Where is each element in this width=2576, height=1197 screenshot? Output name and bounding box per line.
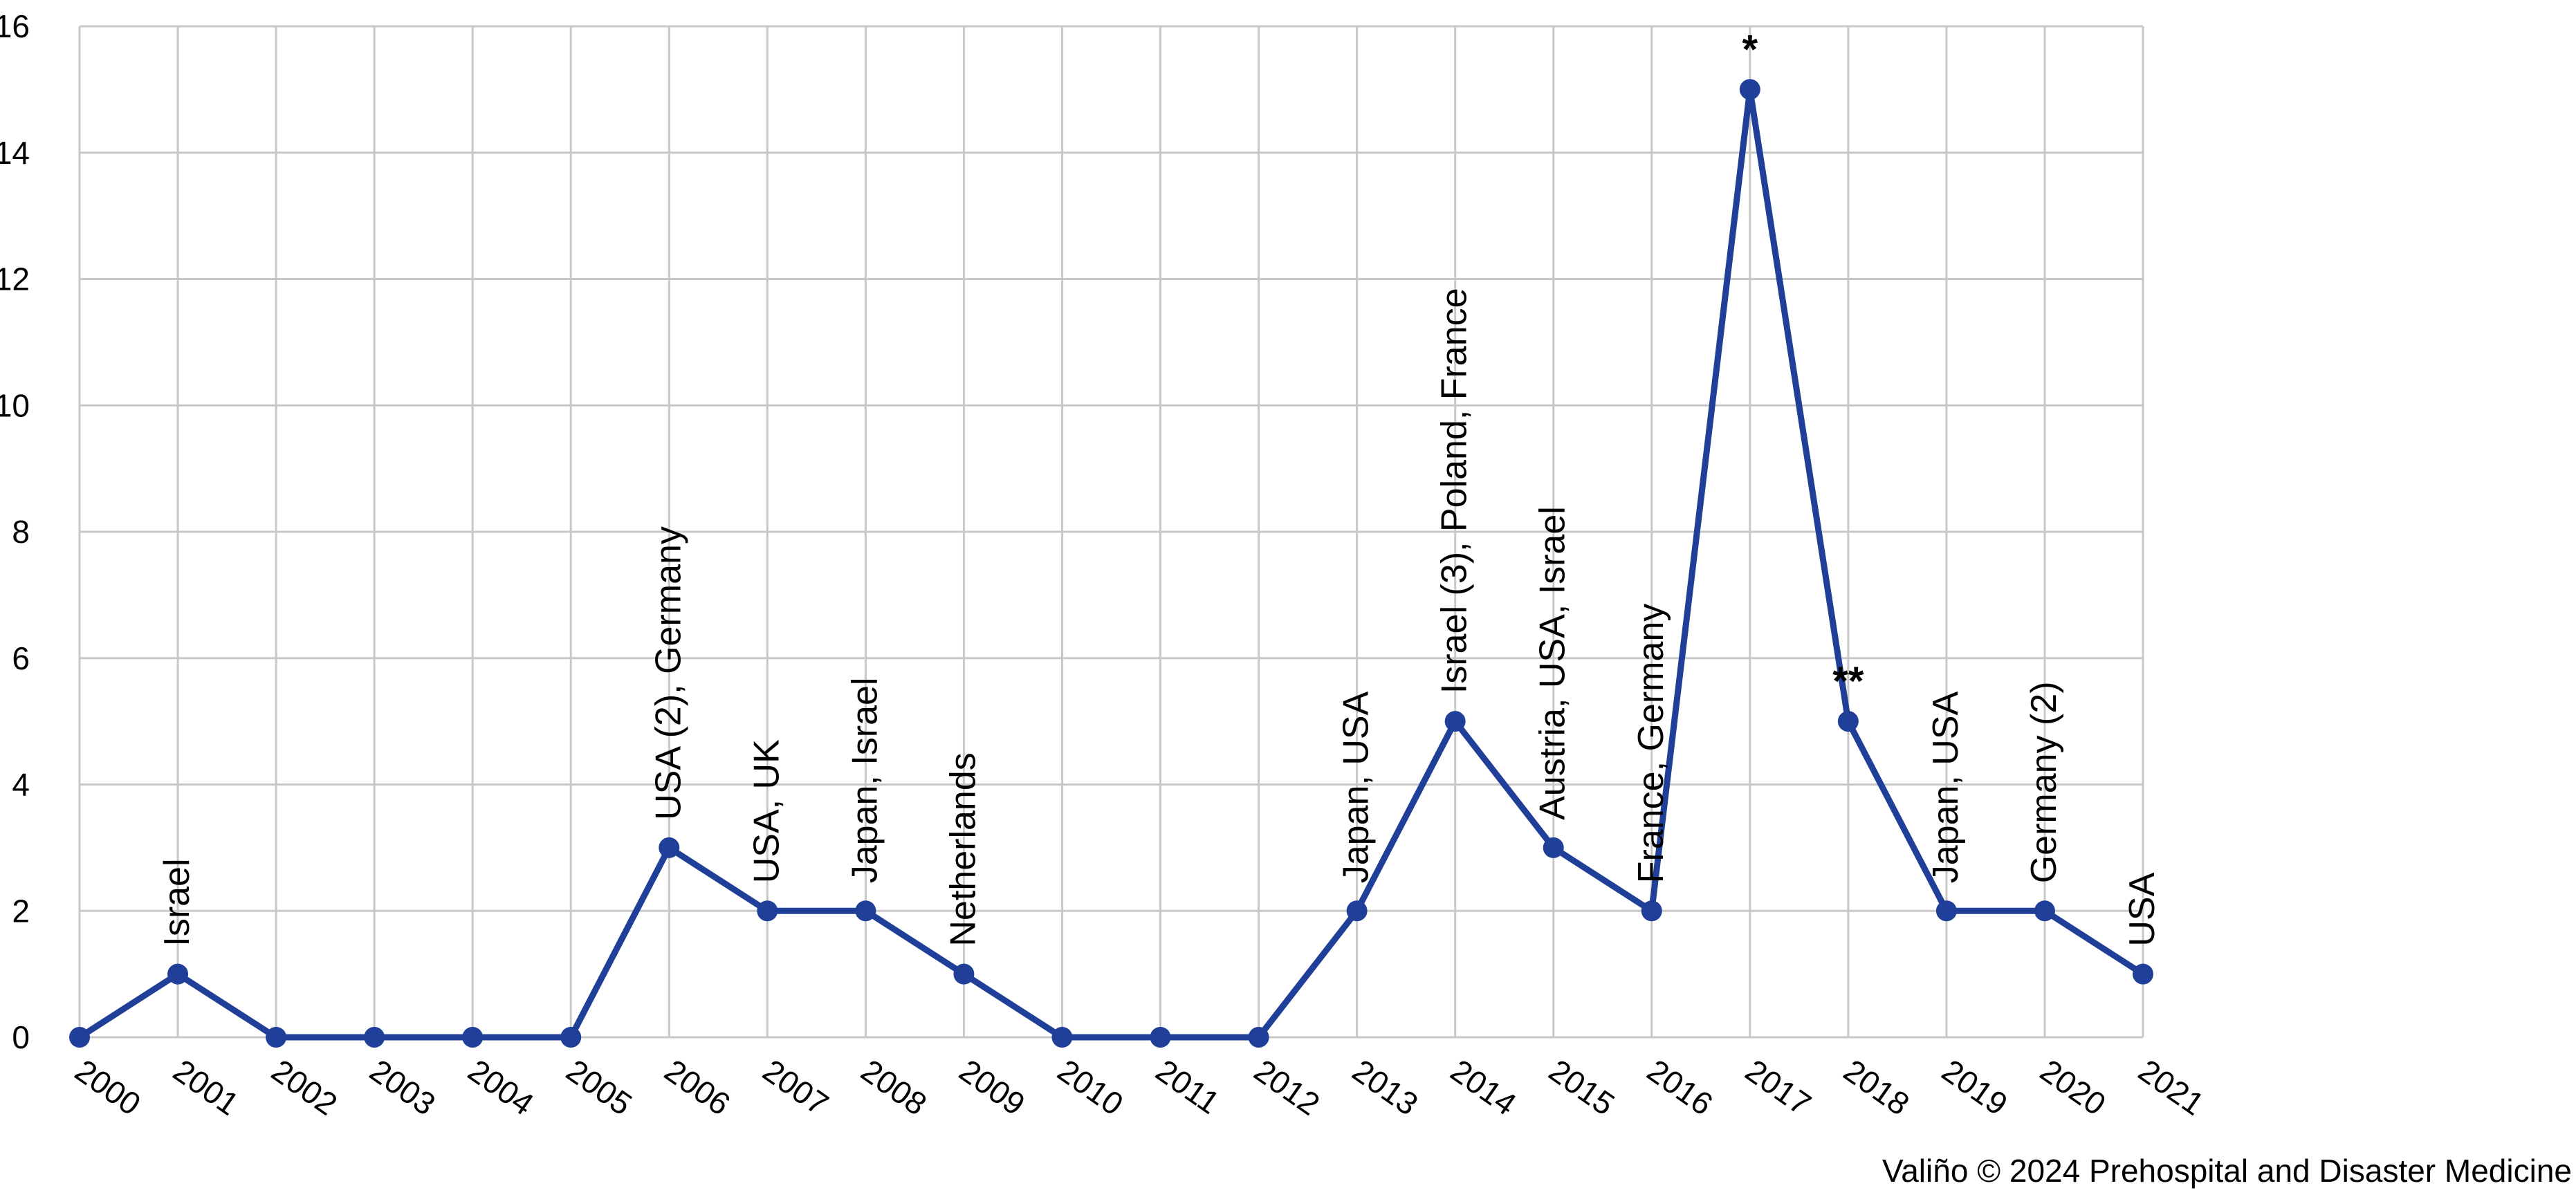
data-point	[266, 1027, 287, 1048]
data-point	[560, 1027, 582, 1048]
asterisk-annotation: *	[1742, 27, 1758, 72]
x-tick-label: 2015	[1543, 1052, 1621, 1122]
x-tick-label: 2001	[167, 1052, 246, 1122]
grid	[78, 25, 2144, 1039]
annotations: Israel USA (2), Germany USA, UK Japan, Isra…	[157, 27, 2162, 946]
data-point	[2034, 900, 2055, 922]
data-point	[1248, 1027, 1269, 1048]
data-point	[1150, 1027, 1171, 1048]
country-annotation: USA	[2122, 872, 2162, 946]
x-tick-label: 2012	[1248, 1052, 1327, 1122]
data-point	[1935, 900, 1957, 922]
x-tick-label: 2011	[1150, 1052, 1226, 1121]
country-annotation: USA, UK	[746, 739, 786, 883]
x-tick-label: 2006	[659, 1052, 737, 1122]
data-point	[69, 1027, 90, 1048]
x-tick-label: 2002	[265, 1052, 344, 1122]
data-points	[69, 79, 2153, 1048]
y-tick-label: 8	[12, 514, 30, 550]
x-tick-label: 2008	[855, 1052, 934, 1122]
data-point	[1543, 837, 1564, 858]
x-tick-label: 2007	[757, 1052, 836, 1122]
x-tick-label: 2000	[68, 1052, 147, 1122]
country-annotation: Japan, USA	[1336, 691, 1377, 883]
y-tick-label: 14	[0, 135, 30, 171]
y-tick-label: 6	[12, 640, 30, 676]
data-point	[364, 1027, 385, 1048]
x-tick-label: 2003	[363, 1052, 442, 1122]
data-point	[659, 837, 680, 858]
data-point	[462, 1027, 484, 1048]
y-tick-label: 16	[0, 8, 30, 44]
x-tick-label: 2020	[2034, 1052, 2113, 1122]
x-tick-label: 2010	[1051, 1052, 1130, 1122]
country-annotation: Japan, USA	[1926, 691, 1966, 883]
country-annotation: USA (2), Germany	[648, 526, 688, 820]
country-annotation: France, Germany	[1631, 604, 1671, 884]
country-annotation: Netherlands	[943, 752, 983, 946]
data-point	[167, 963, 189, 985]
country-annotation: Israel (3), Poland, France	[1435, 288, 1475, 694]
x-tick-label: 2016	[1641, 1052, 1720, 1122]
data-point	[855, 900, 876, 922]
y-tick-label: 4	[12, 767, 30, 803]
data-point	[1837, 711, 1859, 732]
y-tick-label: 12	[0, 261, 30, 297]
data-point	[1739, 79, 1760, 100]
data-point	[1051, 1027, 1073, 1048]
x-tick-label: 2018	[1837, 1052, 1916, 1122]
x-tick-label: 2013	[1346, 1052, 1425, 1122]
data-point	[1444, 711, 1466, 732]
country-annotation: Israel	[157, 858, 197, 946]
credit-text: Valiño © 2024 Prehospital and Disaster M…	[1882, 1153, 2572, 1189]
x-tick-label: 2009	[953, 1052, 1032, 1122]
x-tick-label: 2021	[2132, 1052, 2211, 1122]
x-tick-label: 2019	[1935, 1052, 2014, 1122]
series-line	[77, 86, 2145, 1041]
data-point	[1346, 900, 1368, 922]
x-tick-label: 2017	[1739, 1052, 1818, 1122]
x-tick-label: 2014	[1444, 1052, 1523, 1122]
x-tick-label: 2004	[461, 1052, 540, 1122]
country-annotation: Germany (2)	[2024, 681, 2064, 883]
y-tick-label: 2	[12, 893, 30, 929]
y-tick-label: 0	[12, 1019, 30, 1055]
x-axis-ticks: 2000 2001 2002 2003 2004 2005 2006 2007 2008 2009…	[68, 1052, 2211, 1122]
x-tick-label: 2005	[560, 1052, 639, 1122]
y-tick-label: 10	[0, 387, 30, 423]
data-point	[1641, 900, 1662, 922]
data-point	[757, 900, 778, 922]
data-point	[2133, 963, 2153, 985]
country-annotation: Japan, Israel	[845, 678, 885, 884]
y-axis-ticks: 0 2 4 6 8 10 12 14 16	[0, 8, 30, 1055]
country-annotation: Austria, USA, Israel	[1533, 506, 1573, 820]
asterisk-annotation: **	[1832, 659, 1864, 704]
data-point	[953, 963, 975, 985]
